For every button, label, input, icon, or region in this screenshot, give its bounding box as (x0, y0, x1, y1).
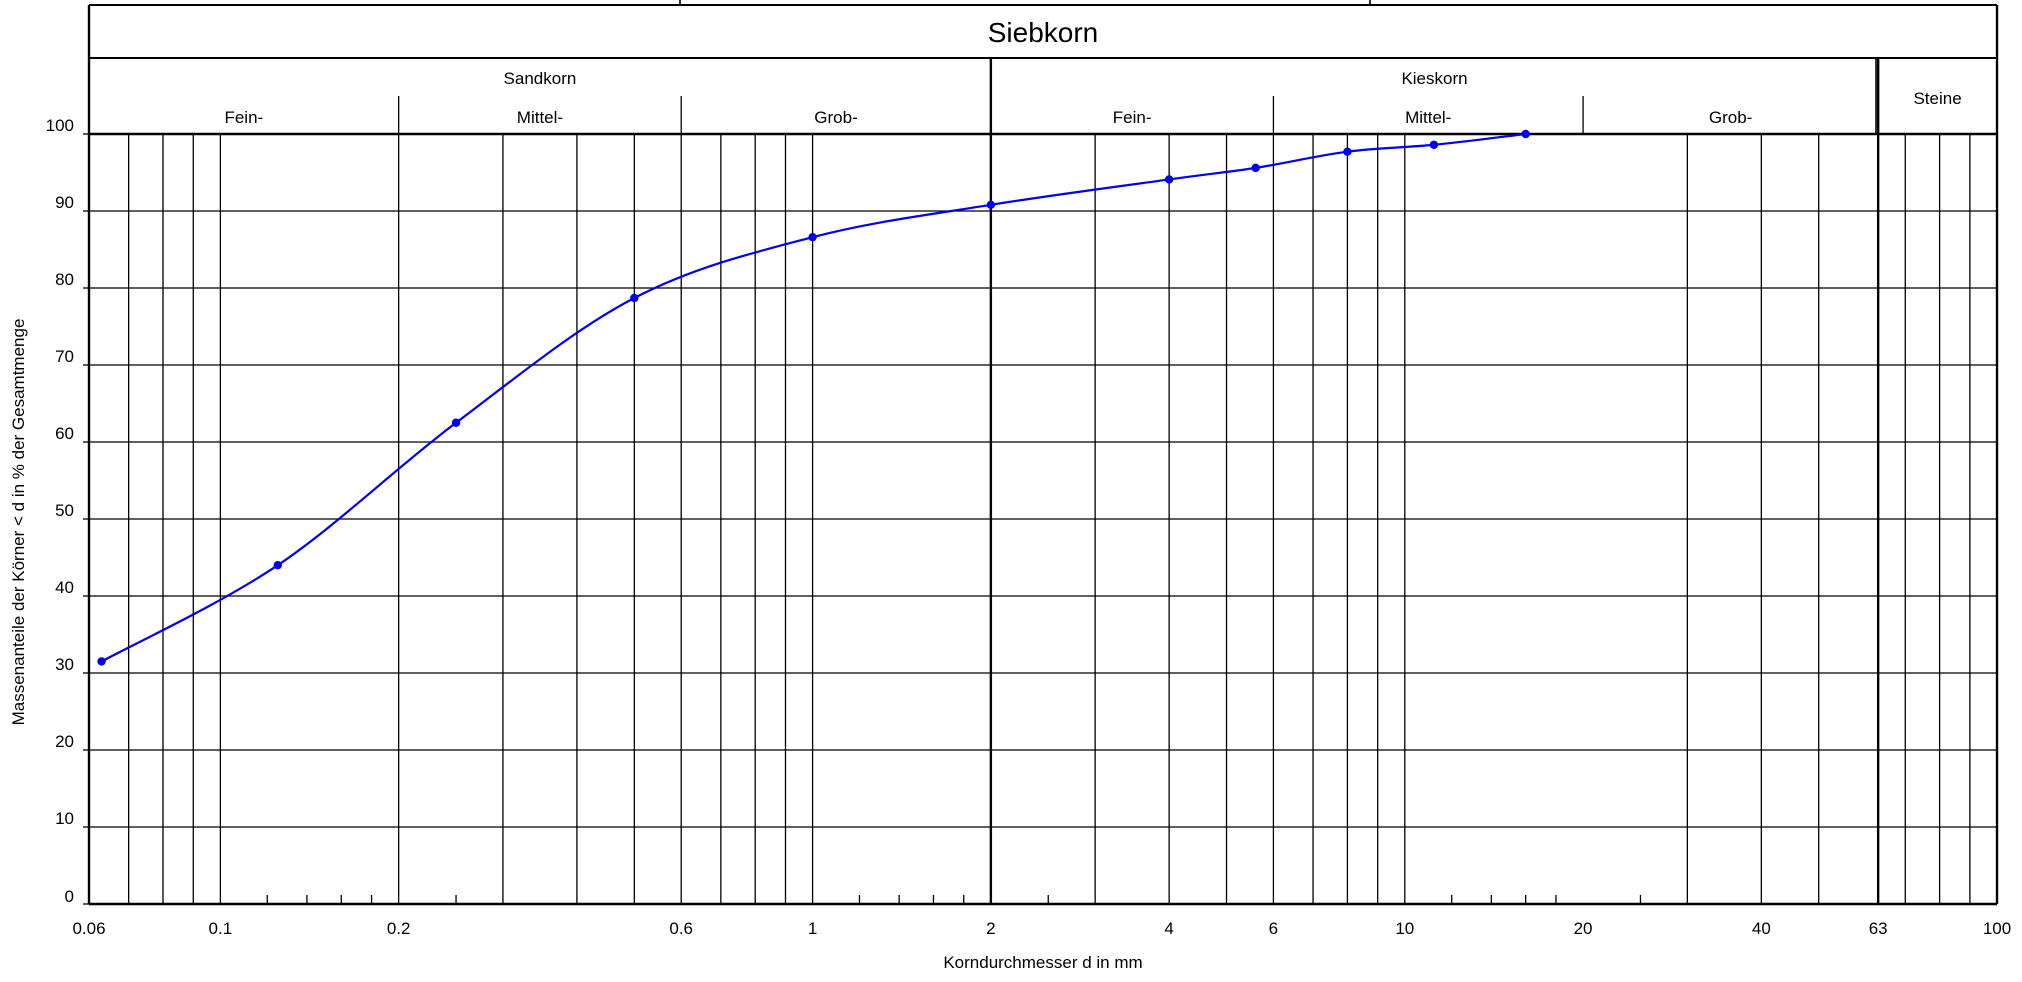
x-tick-label: 6 (1269, 919, 1278, 938)
x-tick-label: 0.1 (209, 919, 233, 938)
x-tick-label: 4 (1164, 919, 1173, 938)
y-axis-title: Massenanteile der Körner < d in % der Ge… (9, 319, 28, 726)
series-layer (97, 129, 1530, 666)
x-tick-label: 2 (986, 919, 995, 938)
y-tick-label: 60 (55, 424, 74, 443)
data-point (986, 200, 996, 210)
data-point (1429, 140, 1439, 149)
x-tick-label: 20 (1574, 919, 1593, 938)
y-tick-label: 90 (55, 193, 74, 212)
data-point (1164, 175, 1174, 184)
subgroup-label: Grob- (814, 108, 857, 127)
x-tick-label: 0.2 (387, 919, 411, 938)
subgroup-label: Mittel- (517, 108, 563, 127)
data-point (451, 418, 461, 427)
y-tick-label: 100 (46, 116, 74, 135)
x-tick-label: 1 (808, 919, 817, 938)
y-tick-label: 40 (55, 578, 74, 597)
x-axis-title: Korndurchmesser d in mm (943, 953, 1142, 972)
group-label: Steine (1913, 89, 1961, 108)
y-tick-label: 20 (55, 732, 74, 751)
y-tick-label: 50 (55, 501, 74, 520)
group-label: Sandkorn (504, 69, 577, 88)
x-tick-label: 63 (1869, 919, 1888, 938)
x-tick-label: 0.6 (669, 919, 693, 938)
subgroup-label: Fein- (224, 108, 263, 127)
series-line (101, 132, 1526, 663)
data-point (1251, 163, 1260, 173)
data-point (630, 293, 639, 303)
data-point (97, 657, 106, 666)
data-point (1521, 129, 1530, 139)
y-tick-label: 80 (55, 270, 74, 289)
chart-title: Siebkorn (988, 17, 1099, 48)
x-tick-label: 100 (1983, 919, 2011, 938)
y-tick-label: 0 (65, 887, 74, 906)
data-point (1343, 147, 1352, 156)
grid (89, 58, 1997, 905)
subgroup-label: Mittel- (1405, 108, 1451, 127)
y-tick-label: 30 (55, 655, 74, 674)
y-tick-label: 70 (55, 347, 74, 366)
x-tick-label: 10 (1395, 919, 1414, 938)
data-point (808, 232, 817, 242)
subgroup-label: Fein- (1113, 108, 1152, 127)
axes: 0 10 20 30 40 50 60 70 80 90 100 0.06 0.1 0.2 0.6 1 2 4 6 1… (46, 116, 2012, 938)
group-label: Kieskorn (1401, 69, 1467, 88)
category-header: Sandkorn Kieskorn Steine Fein- Mittel- Grob- F… (87, 0, 1999, 906)
subgroup-label: Grob- (1709, 108, 1752, 127)
y-tick-label: 10 (55, 809, 74, 828)
x-tick-label: 0.06 (72, 919, 105, 938)
data-point (273, 561, 282, 570)
x-tick-label: 40 (1752, 919, 1771, 938)
